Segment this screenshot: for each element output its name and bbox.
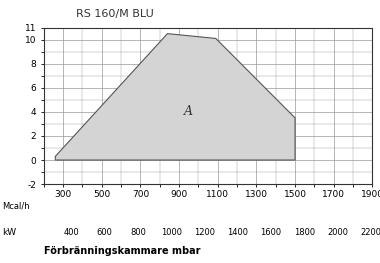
Text: 1000: 1000 xyxy=(161,228,182,237)
Text: 400: 400 xyxy=(64,228,79,237)
Text: 1400: 1400 xyxy=(227,228,248,237)
Text: RS 160/M BLU: RS 160/M BLU xyxy=(76,9,154,19)
Polygon shape xyxy=(55,34,295,160)
Text: 1200: 1200 xyxy=(194,228,215,237)
Text: 1600: 1600 xyxy=(260,228,282,237)
Text: 2000: 2000 xyxy=(327,228,348,237)
Text: kW: kW xyxy=(2,228,16,237)
Text: 600: 600 xyxy=(97,228,113,237)
Text: 2200: 2200 xyxy=(360,228,380,237)
Text: A: A xyxy=(184,105,193,118)
Text: 800: 800 xyxy=(130,228,146,237)
Text: 1800: 1800 xyxy=(294,228,315,237)
Text: Mcal/h: Mcal/h xyxy=(2,202,30,211)
Text: Förbränningskammare mbar: Förbränningskammare mbar xyxy=(44,246,200,256)
